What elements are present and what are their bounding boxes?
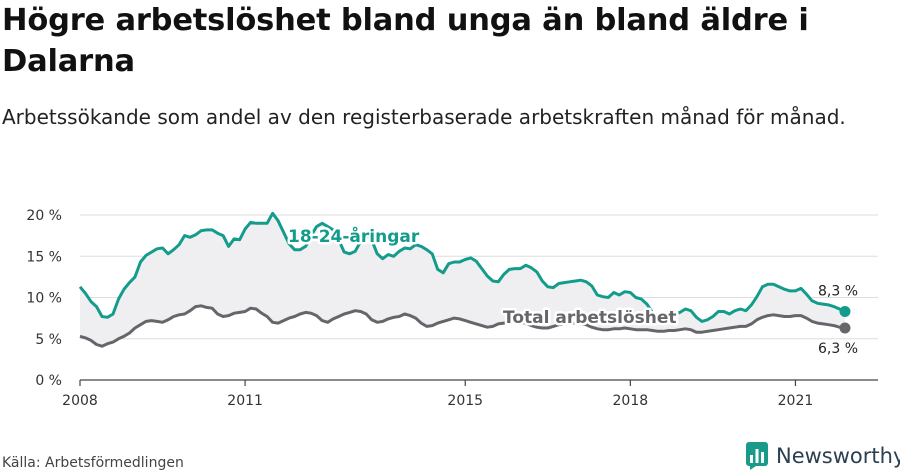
- youth-end-marker: [839, 306, 851, 318]
- x-tick-label: 2018: [613, 393, 649, 409]
- youth-series-label: 18-24-åringar: [288, 225, 420, 247]
- total-end-marker: [839, 322, 851, 334]
- youth-series-line: [78, 211, 846, 323]
- x-tick-label: 2011: [227, 393, 263, 409]
- gap-band: [80, 213, 845, 347]
- y-tick-label: 5 %: [35, 332, 62, 348]
- source-note: Källa: Arbetsförmedlingen: [2, 455, 184, 471]
- y-tick-label: 15 %: [26, 249, 62, 265]
- brand-name: Newsworthy: [776, 444, 900, 468]
- total-series-label: Total arbetslöshet: [503, 308, 677, 328]
- total-series-line: [79, 304, 846, 348]
- y-tick-label: 0 %: [35, 373, 62, 389]
- total-end-value-label: 6,3 %: [818, 341, 858, 357]
- x-tick-label: 2015: [447, 393, 483, 409]
- bar-chart-logo-icon: [746, 442, 768, 470]
- y-tick-label: 20 %: [26, 208, 62, 224]
- line-chart: 0 % 5 % 10 % 15 % 20 % 2008 2011 2015 2018 2021 18…: [26, 208, 878, 409]
- youth-end-value-label: 8,3 %: [818, 284, 858, 300]
- x-tick-label: 2008: [62, 393, 98, 409]
- x-tick-label: 2021: [778, 393, 814, 409]
- brand-logo: Newsworthy: [746, 442, 900, 470]
- chart-title: Högre arbetslöshet bland unga än bland ä…: [2, 3, 809, 79]
- y-tick-label: 10 %: [26, 291, 62, 307]
- chart-subtitle: Arbetssökande som andel av den registerb…: [2, 105, 846, 129]
